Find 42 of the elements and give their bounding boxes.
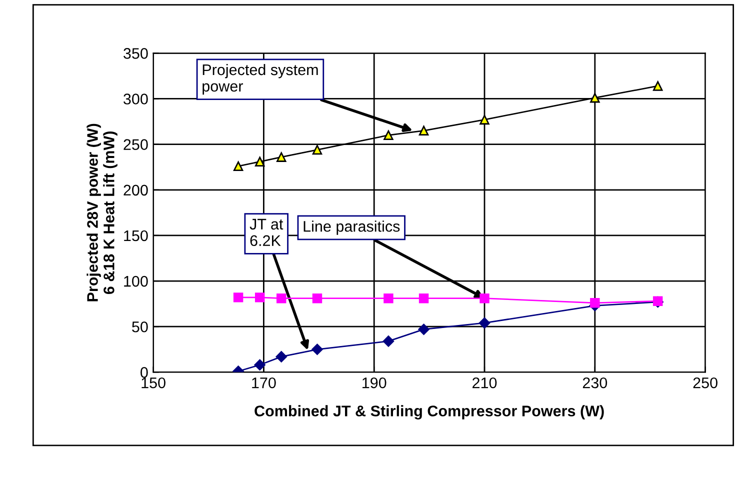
y-tick-label: 300	[124, 94, 148, 104]
point	[312, 144, 322, 155]
point	[312, 344, 323, 355]
x-tick-label: 150	[142, 377, 166, 388]
point	[254, 292, 265, 302]
point	[233, 161, 244, 172]
x-tick-label: 210	[472, 377, 497, 388]
point	[254, 156, 265, 166]
annotation: Line parasitics	[304, 220, 400, 235]
point	[276, 351, 287, 362]
point	[480, 114, 490, 125]
point	[418, 324, 430, 335]
point	[384, 130, 394, 140]
point	[276, 152, 286, 162]
point	[276, 293, 286, 304]
y-tick-label: 350	[124, 48, 148, 59]
y-tick-label: 50	[132, 321, 148, 332]
point	[418, 126, 429, 136]
point	[233, 292, 244, 302]
x-tick-label: 170	[252, 377, 276, 388]
x-axis-title: Combined JT & Stirling Compressor Powers (W)	[254, 405, 604, 420]
point	[590, 92, 600, 103]
y-tick-label: 150	[124, 230, 148, 242]
point	[382, 336, 394, 347]
point	[478, 317, 490, 329]
y-tick-label: 100	[124, 276, 148, 287]
point	[590, 298, 600, 308]
point	[312, 293, 322, 304]
y-tick-label: 0	[140, 367, 148, 378]
point	[384, 293, 394, 304]
y-tick-label: 200	[124, 184, 148, 196]
annotation: Projected system power	[202, 64, 318, 95]
x-tick-label: 190	[362, 377, 386, 388]
point	[480, 293, 490, 304]
x-tick-label: 250	[693, 377, 718, 388]
point	[418, 293, 429, 304]
y-tick-label: 250	[124, 139, 148, 150]
y-axis-title: Projected 28V power (W) 6 &18 K Heat Lift (mW)	[86, 124, 118, 302]
x-tick-label: 230	[582, 377, 608, 388]
annotation: JT at 6.2K	[250, 218, 284, 246]
point	[254, 359, 266, 370]
point	[652, 81, 663, 91]
